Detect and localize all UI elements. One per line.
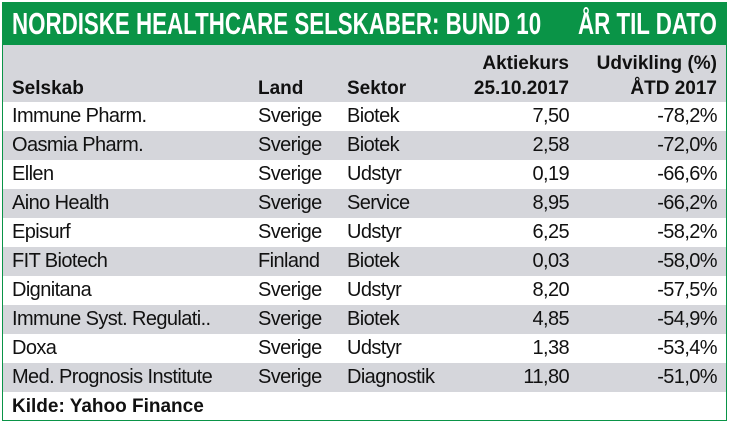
cell-sektor: Biotek	[347, 105, 400, 127]
cell-sektor: Udstyr	[347, 221, 402, 243]
cell-land: Finland	[258, 250, 320, 272]
table-row: Oasmia Pharm. Sverige Biotek 2,58 -72,0%	[3, 131, 726, 160]
cell-selskab: Immune Syst. Regulati..	[12, 308, 211, 330]
cell-sektor: Biotek	[347, 250, 400, 272]
cell-selskab: Doxa	[12, 337, 57, 359]
cell-land: Sverige	[258, 221, 322, 243]
table-row: Episurf Sverige Udstyr 6,25 -58,2%	[3, 218, 726, 247]
cell-aktiekurs: 2,58	[532, 134, 569, 156]
table-subtitle: ÅR TIL DATO	[578, 6, 717, 41]
header-aktiekurs: Aktiekurs	[482, 53, 569, 74]
cell-land: Sverige	[258, 192, 322, 214]
cell-sektor: Udstyr	[347, 337, 402, 359]
cell-land: Sverige	[258, 134, 322, 156]
header-sektor: Sektor	[347, 78, 407, 99]
cell-sektor: Udstyr	[347, 163, 402, 185]
cell-udvikling: -57,5%	[657, 279, 717, 301]
table-row: Doxa Sverige Udstyr 1,38 -53,4%	[3, 334, 726, 363]
cell-udvikling: -58,2%	[657, 221, 717, 243]
cell-sektor: Diagnostik	[347, 366, 435, 388]
cell-selskab: Aino Health	[12, 192, 109, 214]
table-row: Med. Prognosis Institute Sverige Diagnosti…	[3, 363, 726, 392]
cell-sektor: Udstyr	[347, 279, 402, 301]
cell-aktiekurs: 4,85	[532, 308, 569, 330]
cell-udvikling: -72,0%	[657, 134, 717, 156]
cell-aktiekurs: 7,50	[532, 105, 569, 127]
cell-sektor: Service	[347, 192, 410, 214]
cell-aktiekurs: 0,03	[532, 250, 569, 272]
header-udvikling: Udvikling (%)	[596, 53, 717, 74]
cell-land: Sverige	[258, 279, 322, 301]
cell-udvikling: -78,2%	[657, 105, 717, 127]
cell-udvikling: -51,0%	[657, 366, 717, 388]
table-row: FIT Biotech Finland Biotek 0,03 -58,0%	[3, 247, 726, 276]
header-selskab: Selskab	[12, 78, 84, 99]
cell-land: Sverige	[258, 337, 322, 359]
cell-aktiekurs: 11,80	[523, 366, 569, 388]
cell-selskab: Episurf	[12, 221, 71, 243]
header-land: Land	[258, 78, 304, 99]
table-row: Dignitana Sverige Udstyr 8,20 -57,5%	[3, 276, 726, 305]
cell-land: Sverige	[258, 163, 322, 185]
cell-aktiekurs: 0,19	[532, 163, 569, 185]
cell-land: Sverige	[258, 308, 322, 330]
header-aktiekurs-date: 25.10.2017	[473, 78, 569, 99]
cell-selskab: Dignitana	[12, 279, 92, 301]
cell-selskab: Ellen	[12, 163, 54, 185]
cell-udvikling: -53,4%	[657, 337, 717, 359]
cell-land: Sverige	[258, 105, 322, 127]
table-row: Immune Pharm. Sverige Biotek 7,50 -78,2%	[3, 102, 726, 131]
cell-udvikling: -58,0%	[657, 250, 717, 272]
table-row: Ellen Sverige Udstyr 0,19 -66,6%	[3, 160, 726, 189]
table-row: Aino Health Sverige Service 8,95 -66,2%	[3, 189, 726, 218]
cell-selskab: Oasmia Pharm.	[12, 134, 144, 156]
header-udvikling-period: ÅTD 2017	[630, 78, 717, 99]
cell-selskab: Immune Pharm.	[12, 105, 147, 127]
cell-aktiekurs: 1,38	[532, 337, 569, 359]
cell-selskab: FIT Biotech	[12, 250, 108, 272]
table-row: Immune Syst. Regulati.. Sverige Biotek 4,85…	[3, 305, 726, 334]
table-header: Selskab Land Sektor Aktiekurs 25.10.2017…	[3, 45, 726, 102]
cell-selskab: Med. Prognosis Institute	[12, 366, 213, 388]
cell-land: Sverige	[258, 366, 322, 388]
cell-udvikling: -54,9%	[657, 308, 717, 330]
cell-aktiekurs: 8,20	[532, 279, 569, 301]
table-title: NORDISKE HEALTHCARE SELSKABER: BUND 10	[12, 6, 542, 41]
cell-udvikling: -66,6%	[657, 163, 717, 185]
title-bar: NORDISKE HEALTHCARE SELSKABER: BUND 10 Å…	[3, 3, 726, 45]
cell-sektor: Biotek	[347, 308, 400, 330]
source-note: Kilde: Yahoo Finance	[12, 396, 204, 417]
cell-udvikling: -66,2%	[657, 192, 717, 214]
cell-aktiekurs: 8,95	[532, 192, 569, 214]
cell-aktiekurs: 6,25	[532, 221, 569, 243]
cell-sektor: Biotek	[347, 134, 400, 156]
